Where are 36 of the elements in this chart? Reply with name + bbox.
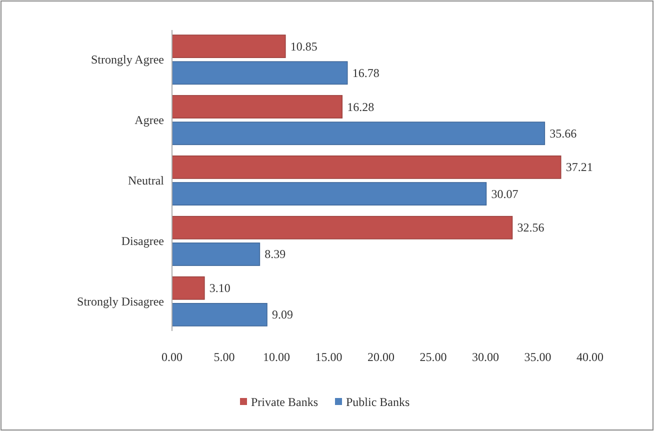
x-tick-label: 15.00 [315, 350, 342, 364]
bar [172, 34, 286, 58]
data-label: 9.09 [272, 308, 293, 322]
data-label: 10.85 [290, 39, 318, 54]
x-tick-label: 25.00 [420, 350, 447, 364]
bar [172, 61, 348, 85]
data-label: 32.56 [517, 220, 544, 235]
data-label: 3.10 [209, 281, 230, 296]
bar [172, 122, 546, 146]
x-tick-label: 20.00 [368, 350, 394, 364]
y-tick-label: Neutral [128, 174, 165, 188]
bar [172, 242, 260, 266]
y-tick-label: Disagree [121, 234, 164, 248]
bar [172, 216, 513, 240]
data-label: 16.28 [347, 100, 374, 114]
x-tick-label: 5.00 [214, 350, 235, 364]
legend-label: Private Banks [251, 395, 318, 409]
y-tick-label: Agree [134, 113, 164, 128]
bar [172, 156, 562, 179]
x-tick-label: 30.00 [472, 350, 499, 364]
legend-label: Public Banks [346, 395, 410, 409]
bar [172, 302, 268, 326]
data-label: 37.21 [566, 160, 593, 174]
x-tick-label: 35.00 [524, 350, 552, 364]
y-tick-label: Strongly Agree [91, 52, 164, 67]
data-label: 30.07 [491, 186, 518, 201]
x-tick-label: 10.00 [263, 350, 290, 364]
data-label: 16.78 [352, 66, 380, 80]
data-label: 8.39 [264, 247, 286, 262]
data-label: 35.66 [550, 126, 577, 140]
bar [172, 276, 205, 300]
bar [172, 182, 487, 206]
y-tick-label: Strongly Disagree [77, 294, 164, 308]
x-tick-label: 0.00 [162, 350, 182, 364]
bar [172, 95, 343, 118]
x-tick-label: 40.00 [576, 350, 604, 364]
